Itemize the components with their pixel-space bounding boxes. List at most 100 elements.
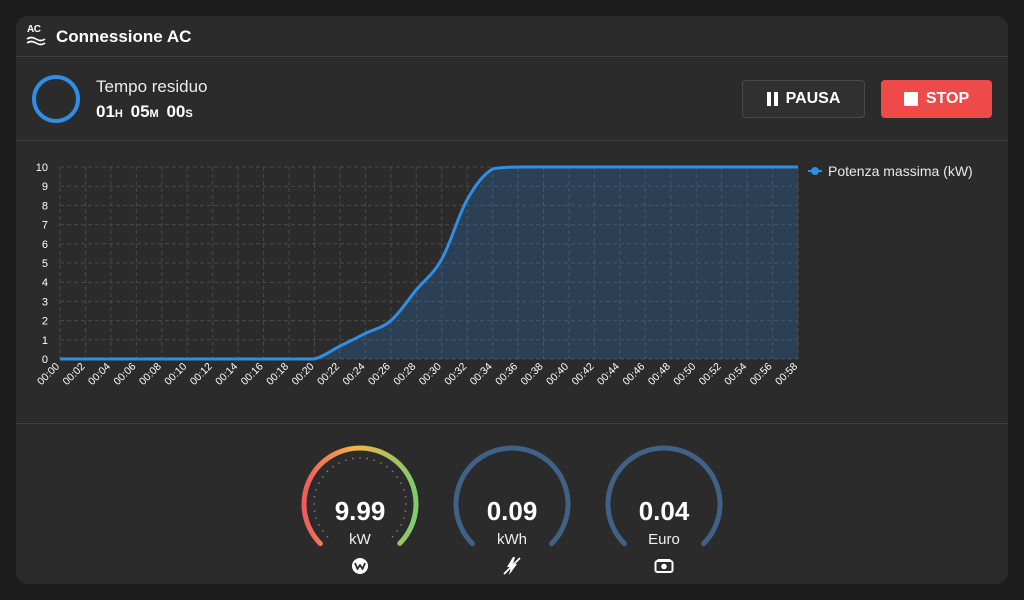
x-tick-label: 00:38 [519, 361, 546, 388]
gauge-tick [318, 482, 320, 484]
y-tick-label: 10 [36, 162, 48, 174]
gauge-tick [380, 462, 382, 464]
legend-label: Potenza massima (kW) [828, 163, 973, 179]
x-tick-label: 00:24 [340, 361, 367, 388]
pause-button[interactable]: PAUSA [742, 80, 865, 118]
gauge-tick [344, 459, 347, 462]
gauge-tick [315, 517, 318, 520]
gauge-tick [400, 524, 402, 526]
power-gauge-arc [301, 445, 419, 547]
gauge-tick [321, 530, 324, 532]
y-tick-label: 2 [42, 316, 48, 328]
gauge-tick [332, 465, 334, 468]
legend-swatch-icon [808, 166, 822, 176]
x-tick-label: 00:08 [137, 361, 164, 388]
x-tick-label: 00:28 [391, 361, 418, 388]
x-tick-label: 00:56 [748, 361, 775, 388]
x-tick-label: 00:54 [722, 361, 749, 388]
gauge-tick [338, 462, 340, 464]
power-chart: 0 1 2 3 4 5 6 7 8 9 10 00:00 00:02 00:04 00:06 00:08 00:… [16, 141, 1008, 424]
minutes-value: 05 [130, 102, 150, 121]
gauge-tick [402, 488, 405, 491]
x-tick-label: 00:22 [315, 361, 342, 388]
energy-unit: kWh [497, 531, 527, 548]
y-tick-label: 3 [42, 296, 48, 308]
gauge-tick [400, 482, 402, 484]
x-tick-label: 00:06 [111, 361, 138, 388]
gauge-tick [318, 524, 320, 526]
chart-legend[interactable]: Potenza massima (kW) [808, 163, 973, 179]
x-tick-label: 00:46 [620, 361, 647, 388]
y-tick-label: 1 [42, 335, 48, 347]
cost-gauge: 0.04 Euro [600, 440, 728, 580]
stop-button[interactable]: STOP [881, 80, 992, 118]
gauge-tick [313, 503, 315, 505]
gauge-tick [386, 465, 388, 468]
seconds-value: 00 [166, 102, 186, 121]
gauge-arc [605, 445, 723, 547]
gauge-tick [396, 476, 399, 478]
gauge-tick [321, 476, 324, 478]
x-tick-label: 00:42 [569, 361, 596, 388]
gauge-tick [373, 459, 376, 462]
gauge-tick [313, 510, 316, 512]
card-header: AC Connessione AC [16, 16, 1008, 57]
power-gauge: 9.99 kW [296, 440, 424, 580]
x-tick-label: 00:52 [697, 361, 724, 388]
x-tick-label: 00:02 [61, 361, 88, 388]
pause-icon [766, 92, 778, 106]
stop-icon [903, 92, 918, 106]
charging-card: AC Connessione AC Tempo residuo 01H 05M … [16, 16, 1008, 584]
seconds-unit: S [185, 108, 193, 120]
energy-gauge-arc [453, 445, 571, 547]
energy-value: 0.09 [486, 496, 538, 526]
x-tick-label: 00:04 [86, 361, 113, 388]
x-tick-label: 00:48 [646, 361, 673, 388]
y-tick-label: 5 [42, 258, 48, 270]
pause-button-label: PAUSA [785, 90, 841, 107]
x-tick-label: 00:10 [162, 361, 189, 388]
x-tick-label: 00:58 [773, 361, 800, 388]
energy-gauge: 0.09 kWh [448, 440, 576, 580]
gauge-tick [315, 488, 318, 491]
gauge-tick [396, 530, 399, 532]
x-tick-label: 00:12 [188, 361, 215, 388]
gauge-tick [404, 510, 407, 512]
power-value: 9.99 [334, 496, 386, 526]
x-tick-label: 00:44 [595, 361, 622, 388]
gauge-tick [359, 457, 361, 459]
minutes-unit: M [149, 108, 159, 120]
ac-icon: AC [26, 25, 46, 47]
power-chart-svg: 01234567891000:0000:0200:0400:0600:0800:… [35, 162, 800, 388]
stop-button-label: STOP [925, 90, 970, 107]
x-tick-label: 00:32 [442, 361, 469, 388]
y-tick-label: 9 [42, 181, 48, 193]
cost-unit: Euro [648, 531, 680, 548]
x-tick-label: 00:00 [35, 361, 62, 388]
x-tick-label: 00:36 [493, 361, 520, 388]
x-tick-label: 00:26 [366, 361, 393, 388]
gauge-tick [391, 535, 394, 538]
y-tick-label: 6 [42, 239, 48, 251]
gauge-tick [326, 535, 329, 538]
x-tick-label: 00:14 [213, 361, 240, 388]
x-tick-label: 00:34 [468, 361, 495, 388]
power-icon [352, 558, 368, 574]
gauge-tick [326, 470, 329, 473]
x-tick-label: 00:16 [239, 361, 266, 388]
energy-icon [503, 557, 521, 575]
gauge-tick [402, 517, 405, 520]
page-title: Connessione AC [56, 27, 192, 46]
y-tick-label: 8 [42, 200, 48, 212]
gauge-tick [405, 503, 407, 505]
y-tick-label: 4 [42, 277, 48, 289]
x-tick-label: 00:50 [671, 361, 698, 388]
x-tick-label: 00:30 [417, 361, 444, 388]
gauge-tick [391, 470, 394, 473]
remaining-time-value: 01H 05M 00S [96, 102, 196, 122]
progress-ring-icon [32, 75, 80, 123]
hours-value: 01 [96, 102, 115, 121]
hours-unit: H [114, 108, 123, 120]
remaining-time-label: Tempo residuo [96, 77, 208, 96]
y-tick-label: 7 [42, 220, 48, 232]
